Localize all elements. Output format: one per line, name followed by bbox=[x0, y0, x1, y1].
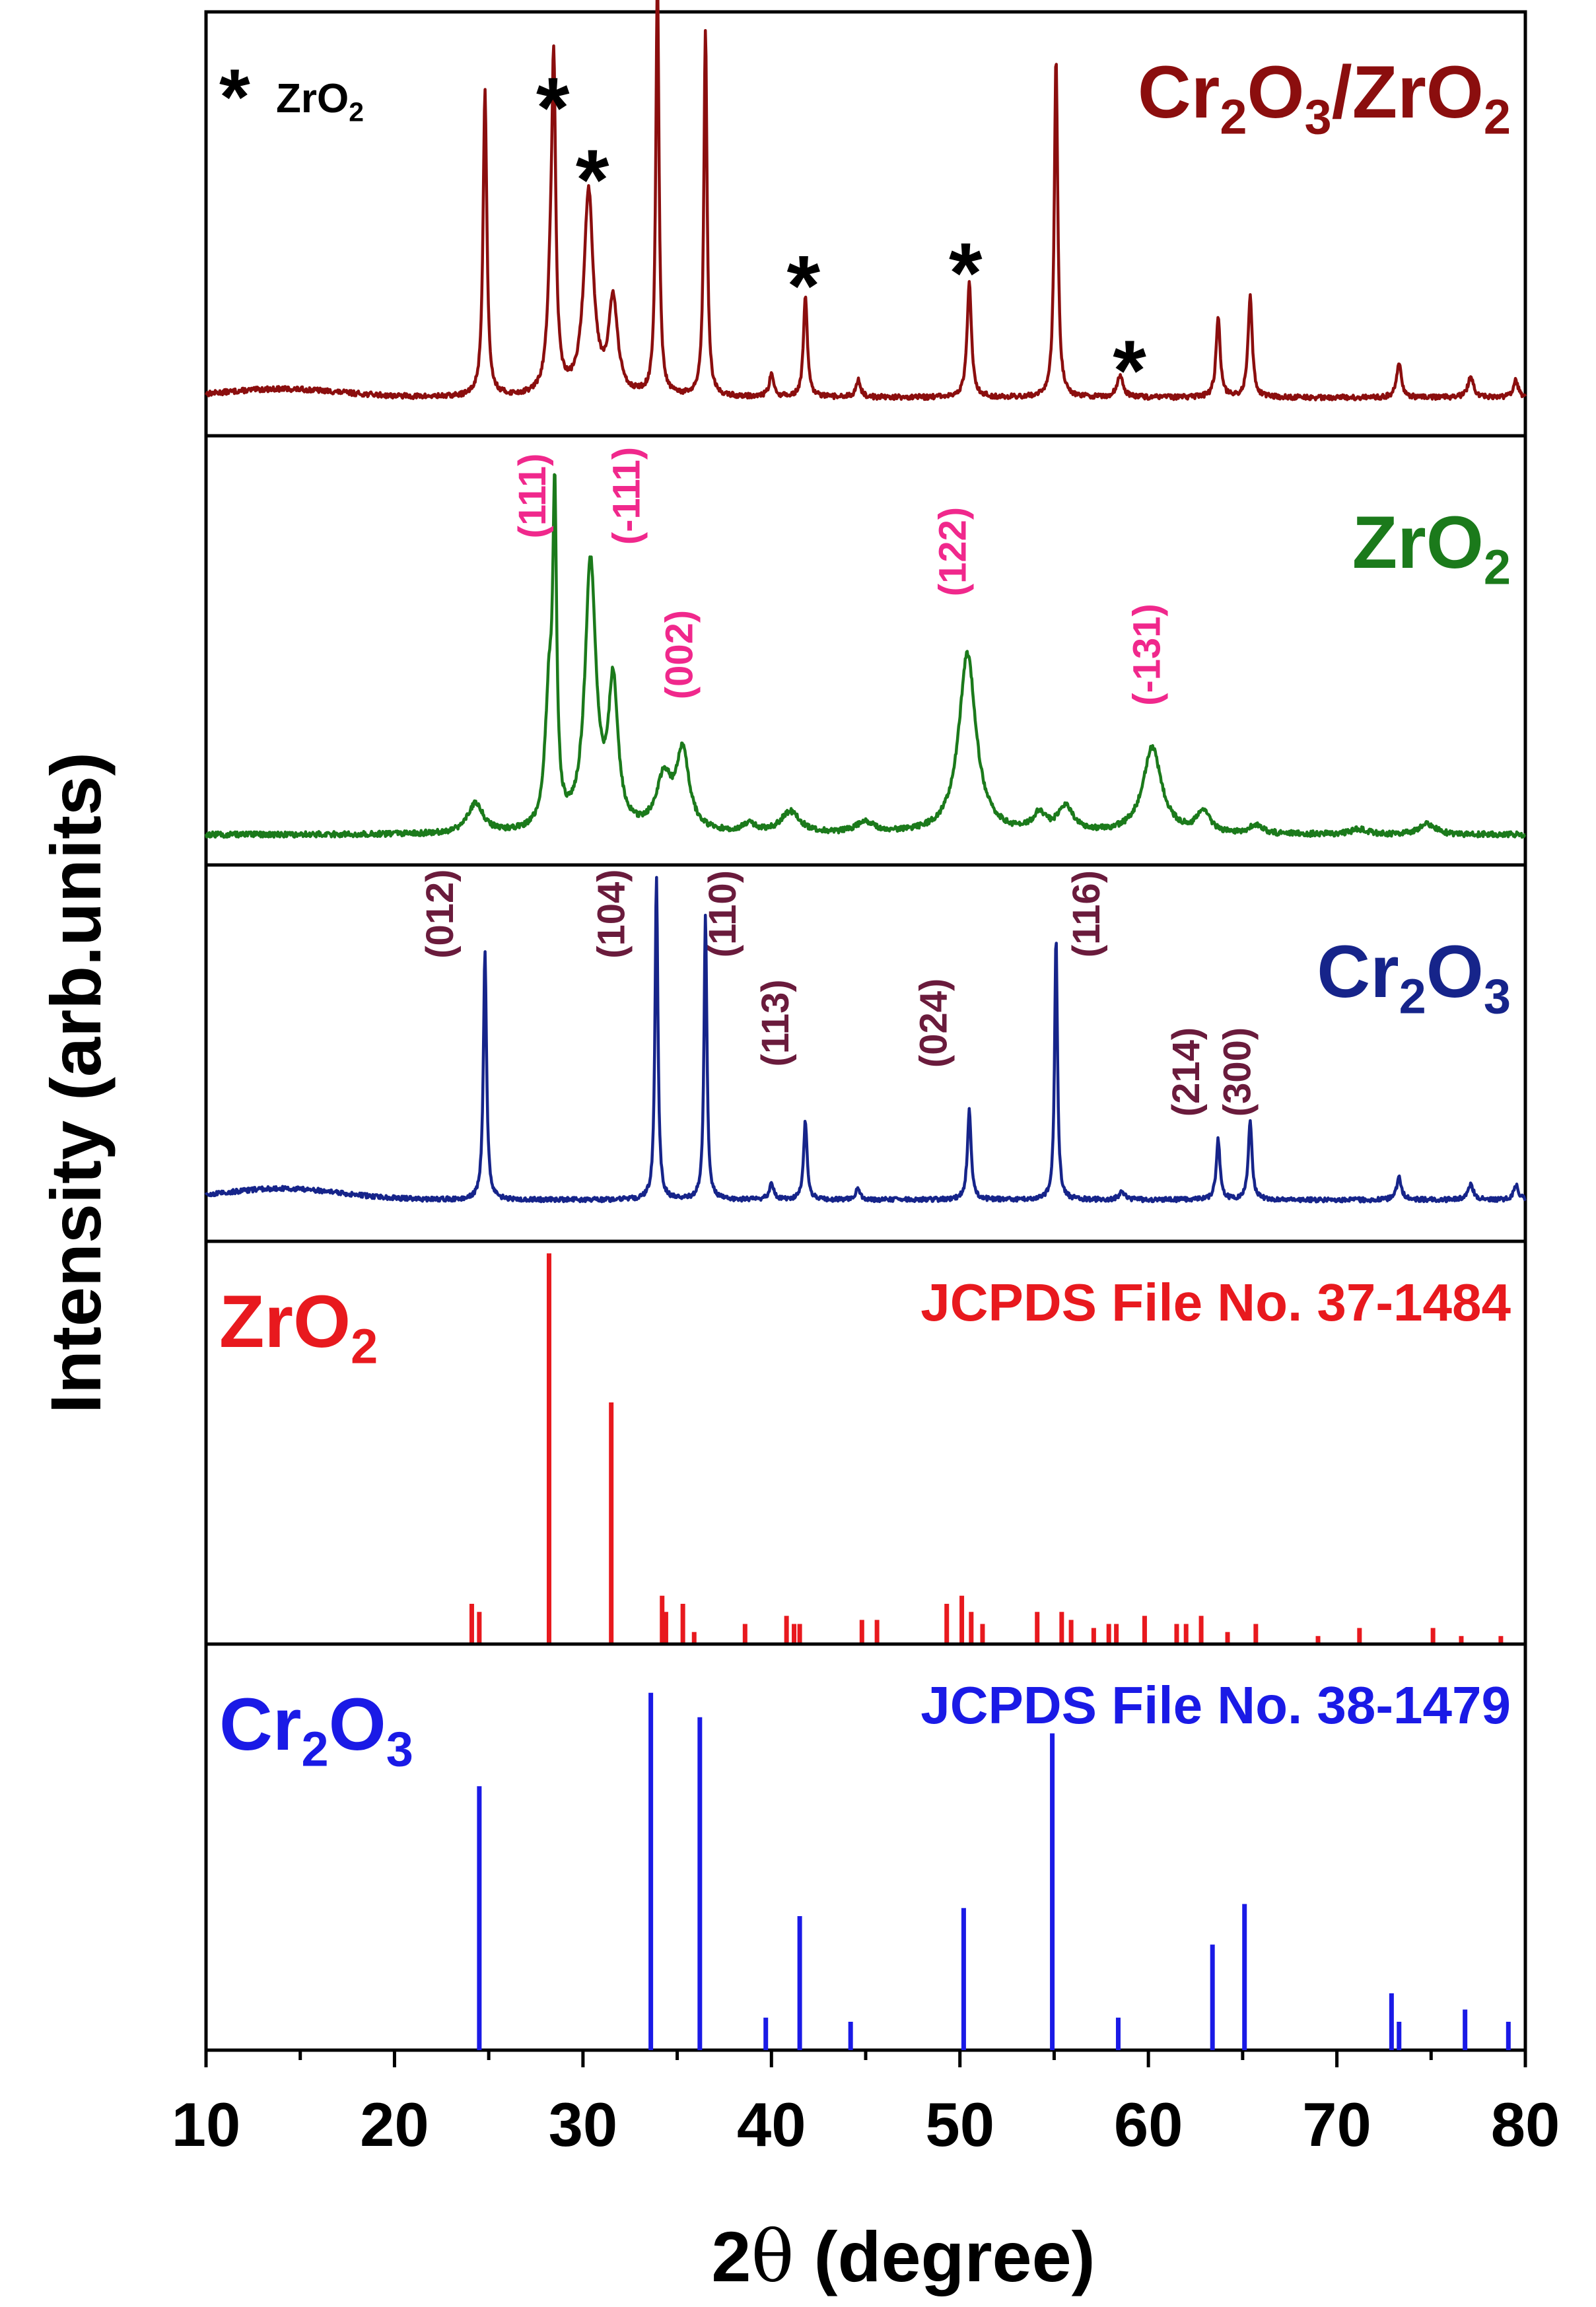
label-part: 2 bbox=[301, 1722, 328, 1777]
miller-index-label: (110) bbox=[701, 870, 744, 957]
label-part: ZrO bbox=[276, 76, 349, 121]
panel-composite: Cr2O3/ZrO2* ZrO2 *** ** bbox=[204, 0, 1527, 438]
x-axis-label: 2θ (degree) bbox=[711, 2216, 1095, 2298]
zro2-peak-marker: * bbox=[949, 224, 983, 321]
miller-index-label: (-131) bbox=[1125, 603, 1168, 706]
panel-label: Cr2O3 bbox=[219, 1683, 413, 1777]
reference-file-label: JCPDS File No. 38-1479 bbox=[920, 1676, 1511, 1735]
x-tick-label: 50 bbox=[925, 2090, 994, 2159]
x-tick-label: 20 bbox=[360, 2090, 429, 2159]
panel-cr2o3_sample: Cr2O3 (012) (104) (110)(113) (024) (116) (214)… bbox=[204, 863, 1527, 1243]
label-part: 2 bbox=[349, 97, 364, 127]
miller-index-label: (300) bbox=[1216, 1027, 1259, 1117]
x-tick-label: 80 bbox=[1491, 2090, 1560, 2159]
label-part: 2 bbox=[1484, 90, 1511, 145]
zro2-peak-marker: * bbox=[1113, 322, 1146, 419]
label-part: ZrO bbox=[1352, 501, 1484, 584]
panel-label: Cr2O3/ZrO2 bbox=[1138, 51, 1511, 145]
panel-zro2_reference: ZrO2 JCPDS File No. 37-1484 bbox=[204, 1239, 1527, 1646]
panel-label: ZrO2 bbox=[219, 1280, 378, 1374]
panel-frame bbox=[204, 434, 1527, 867]
x-axis-label-suffix: (degree) bbox=[794, 2217, 1095, 2296]
reference-file-label: JCPDS File No. 37-1484 bbox=[920, 1273, 1511, 1332]
miller-index-label: (111) bbox=[511, 454, 554, 539]
miller-index-label: (122) bbox=[931, 507, 974, 596]
label-part: ZrO bbox=[219, 1280, 351, 1363]
miller-index-label: (116) bbox=[1065, 870, 1108, 957]
x-tick-label: 40 bbox=[737, 2090, 806, 2159]
miller-index-label: (104) bbox=[590, 869, 633, 958]
label-part: Cr bbox=[219, 1683, 301, 1766]
miller-index-label: (024) bbox=[913, 979, 955, 1068]
x-tick-label: 70 bbox=[1302, 2090, 1371, 2159]
label-part: O bbox=[329, 1683, 386, 1766]
x-tick-label: 10 bbox=[172, 2090, 241, 2159]
series-line-cr2o3_sample bbox=[204, 876, 1527, 1204]
label-part: Cr bbox=[1317, 930, 1399, 1013]
miller-index-label: (113) bbox=[754, 979, 797, 1066]
label-part: O bbox=[1247, 51, 1304, 133]
legend-asterisk: * bbox=[219, 53, 250, 141]
miller-index-label: (214) bbox=[1165, 1027, 1208, 1117]
label-part: 3 bbox=[386, 1722, 413, 1777]
label-part: Cr bbox=[1138, 51, 1220, 133]
panel-zro2_sample: ZrO2 (111) (-111) (002) (122) (-131) bbox=[204, 434, 1527, 867]
label-part: 2 bbox=[351, 1319, 378, 1374]
panel-cr2o3_reference: Cr2O3 JCPDS File No. 38-1479 bbox=[204, 1642, 1527, 2052]
panel-label: Cr2O3 bbox=[1317, 930, 1511, 1024]
miller-index-label: (002) bbox=[658, 610, 701, 699]
x-axis-label-theta: θ bbox=[751, 2216, 794, 2298]
zro2-peak-marker: * bbox=[536, 59, 570, 156]
label-part: 2 bbox=[1484, 540, 1511, 595]
label-part: /ZrO bbox=[1332, 51, 1484, 133]
zro2-peak-marker: * bbox=[787, 237, 821, 333]
label-part: 3 bbox=[1484, 969, 1511, 1024]
y-axis-label: Intensity (arb.units) bbox=[36, 752, 116, 1414]
x-tick-label: 60 bbox=[1114, 2090, 1183, 2159]
panel-frame bbox=[204, 10, 1527, 438]
x-tick-label: 30 bbox=[549, 2090, 618, 2159]
zro2-peak-marker: * bbox=[576, 131, 609, 228]
series-line-zro2_sample bbox=[204, 473, 1527, 839]
label-part: 3 bbox=[1305, 90, 1332, 145]
label-part: 2 bbox=[1399, 969, 1426, 1024]
panel-label: ZrO2 bbox=[1352, 501, 1511, 595]
x-axis-label-prefix: 2 bbox=[711, 2217, 751, 2296]
label-part: 2 bbox=[1220, 90, 1247, 145]
label-part: O bbox=[1426, 930, 1484, 1013]
miller-index-label: (-111) bbox=[606, 447, 648, 545]
panel-frame bbox=[204, 863, 1527, 1243]
legend-label: ZrO2 bbox=[276, 76, 364, 127]
miller-index-label: (012) bbox=[419, 869, 462, 958]
series-line-composite bbox=[205, 0, 1527, 401]
